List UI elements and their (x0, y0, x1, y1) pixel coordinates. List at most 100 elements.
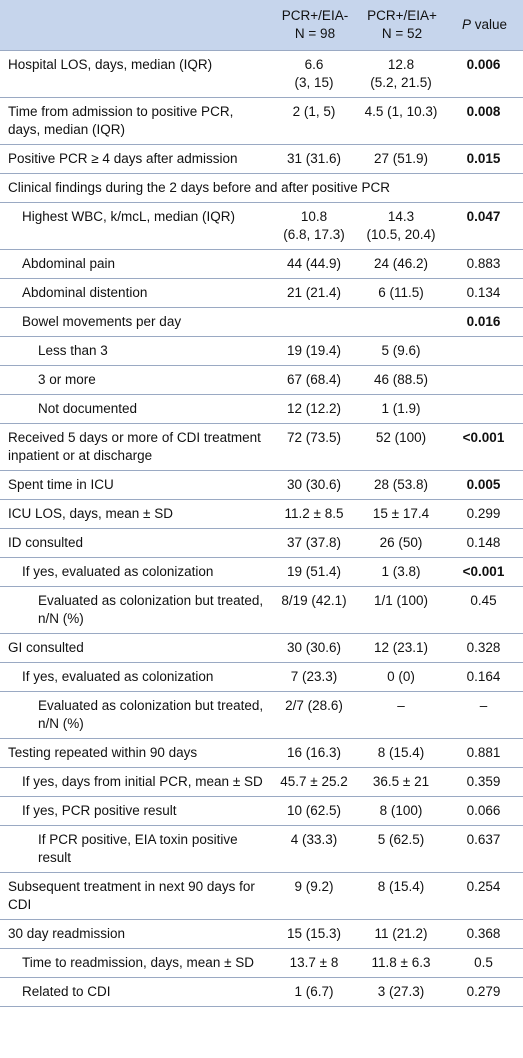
label-text: Bowel movements per day (22, 314, 182, 329)
value-text: 0.006 (466, 57, 501, 72)
row-label: Testing repeated within 90 days (0, 738, 272, 768)
value-text: 31 (31.6) (286, 151, 342, 166)
value-text: 26 (50) (379, 535, 423, 550)
value-text: 0.637 (466, 832, 501, 847)
value-text: 13.7 ± 8 (289, 955, 339, 970)
label-text: Abdominal distention (22, 285, 148, 300)
value-cell: 67 (68.4) (272, 365, 358, 395)
value-cell: 8 (100) (358, 796, 446, 826)
table-row: ID consulted 37 (37.8) 26 (50) 0.148 (0, 528, 523, 558)
value-text: 11.8 ± 6.3 (371, 955, 431, 970)
value-text: 11.2 ± 8.5 (284, 506, 344, 521)
p-value-cell: 0.016 (446, 307, 523, 337)
value-cell: 0 (0) (358, 662, 446, 692)
value-cell: 15 ± 17.4 (358, 499, 446, 529)
value-text: 36.5 ± 21 (372, 774, 430, 789)
value-text: 0.148 (466, 535, 501, 550)
table-row: Positive PCR ≥ 4 days after admission 31 … (0, 144, 523, 174)
value-cell: 1 (3.8) (358, 557, 446, 587)
row-label: Time from admission to positive PCR, day… (0, 97, 272, 145)
value-cell: 8/19 (42.1) (272, 586, 358, 634)
p-value-cell: 0.005 (446, 470, 523, 500)
p-value-cell: 0.299 (446, 499, 523, 529)
value-cell: 4.5 (1, 10.3) (358, 97, 446, 145)
value-cell: 3 (27.3) (358, 977, 446, 1007)
value-cell: 45.7 ± 25.2 (272, 767, 358, 797)
value-text: 11 (21.2) (374, 926, 428, 941)
value-text: 67 (68.4) (286, 372, 342, 387)
row-label: GI consulted (0, 633, 272, 663)
value-cell: 37 (37.8) (272, 528, 358, 558)
value-text: 4 (33.3) (290, 832, 338, 847)
value-cell: 19 (51.4) (272, 557, 358, 587)
value-line: 10.8 (300, 209, 328, 224)
value-cell: 5 (9.6) (358, 336, 446, 366)
p-value-cell: 0.328 (446, 633, 523, 663)
header-cell: P value (446, 0, 523, 51)
value-cell: 4 (33.3) (272, 825, 358, 873)
value-cell: – (358, 691, 446, 739)
row-label: Evaluated as colonization but treated, n… (0, 586, 272, 634)
label-text: Related to CDI (22, 984, 111, 999)
value-cell: 7 (23.3) (272, 662, 358, 692)
value-text: 0.881 (466, 745, 501, 760)
label-text: If yes, evaluated as colonization (22, 564, 214, 579)
value-text: – (479, 698, 488, 713)
label-text: Not documented (38, 401, 138, 416)
table-row: Testing repeated within 90 days 16 (16.3)… (0, 738, 523, 768)
value-cell: 46 (88.5) (358, 365, 446, 395)
table-row: Evaluated as colonization but treated, n… (0, 586, 523, 634)
row-label: Subsequent treatment in next 90 days for… (0, 872, 272, 920)
row-label: Evaluated as colonization but treated, n… (0, 691, 272, 739)
label-text: Highest WBC, k/mcL, median (IQR) (22, 209, 236, 224)
value-cell: 1/1 (100) (358, 586, 446, 634)
value-text: 2 (1, 5) (292, 104, 336, 119)
value-cell: 36.5 ± 21 (358, 767, 446, 797)
value-text: 24 (46.2) (373, 256, 429, 271)
table-row: Hospital LOS, days, median (IQR) 6.6 (3, 1… (0, 50, 523, 98)
value-text: <0.001 (462, 564, 505, 579)
table-row: Clinical findings during the 2 days befo… (0, 173, 523, 203)
p-value-cell: 0.066 (446, 796, 523, 826)
p-value-cell: 0.015 (446, 144, 523, 174)
row-label: Clinical findings during the 2 days befo… (0, 173, 523, 203)
value-line: 12.8 (387, 57, 415, 72)
value-cell: 11.8 ± 6.3 (358, 948, 446, 978)
value-text: 21 (21.4) (286, 285, 342, 300)
value-cell: 2/7 (28.6) (272, 691, 358, 739)
p-value-cell: – (446, 691, 523, 739)
label-text: If yes, PCR positive result (22, 803, 177, 818)
table-row: If yes, PCR positive result 10 (62.5) 8 (1… (0, 796, 523, 826)
p-value-cell: <0.001 (446, 423, 523, 471)
header-text: value (474, 17, 508, 32)
value-cell: 31 (31.6) (272, 144, 358, 174)
value-cell (358, 307, 446, 337)
row-label: Time to readmission, days, mean ± SD (0, 948, 272, 978)
value-cell: 13.7 ± 8 (272, 948, 358, 978)
row-label: ICU LOS, days, mean ± SD (0, 499, 272, 529)
value-cell: 12.8 (5.2, 21.5) (358, 50, 446, 98)
value-text: 44 (44.9) (286, 256, 342, 271)
value-line: 14.3 (387, 209, 415, 224)
value-cell: 15 (15.3) (272, 919, 358, 949)
value-text: 8 (15.4) (377, 879, 425, 894)
label-text: Evaluated as colonization but treated, n… (38, 593, 264, 626)
value-text: 0.328 (466, 640, 501, 655)
p-value-cell: 0.881 (446, 738, 523, 768)
row-label: Received 5 days or more of CDI treatment… (0, 423, 272, 471)
table-row: If yes, evaluated as colonization 19 (51.… (0, 557, 523, 587)
table-row: Time to readmission, days, mean ± SD 13.7… (0, 948, 523, 978)
value-cell: 1 (1.9) (358, 394, 446, 424)
value-text: 37 (37.8) (286, 535, 342, 550)
label-text: 3 or more (38, 372, 96, 387)
label-text: GI consulted (8, 640, 84, 655)
value-cell: 28 (53.8) (358, 470, 446, 500)
value-text: 0.066 (466, 803, 501, 818)
header-line: N = 52 (381, 26, 423, 41)
header-line: PCR+/EIA+ (367, 8, 437, 23)
table-row: Spent time in ICU 30 (30.6) 28 (53.8) 0.005 (0, 470, 523, 500)
row-label: Highest WBC, k/mcL, median (IQR) (0, 202, 272, 250)
label-text: Subsequent treatment in next 90 days for… (8, 879, 255, 912)
value-text: 0.016 (466, 314, 501, 329)
label-text: ICU LOS, days, mean ± SD (8, 506, 173, 521)
